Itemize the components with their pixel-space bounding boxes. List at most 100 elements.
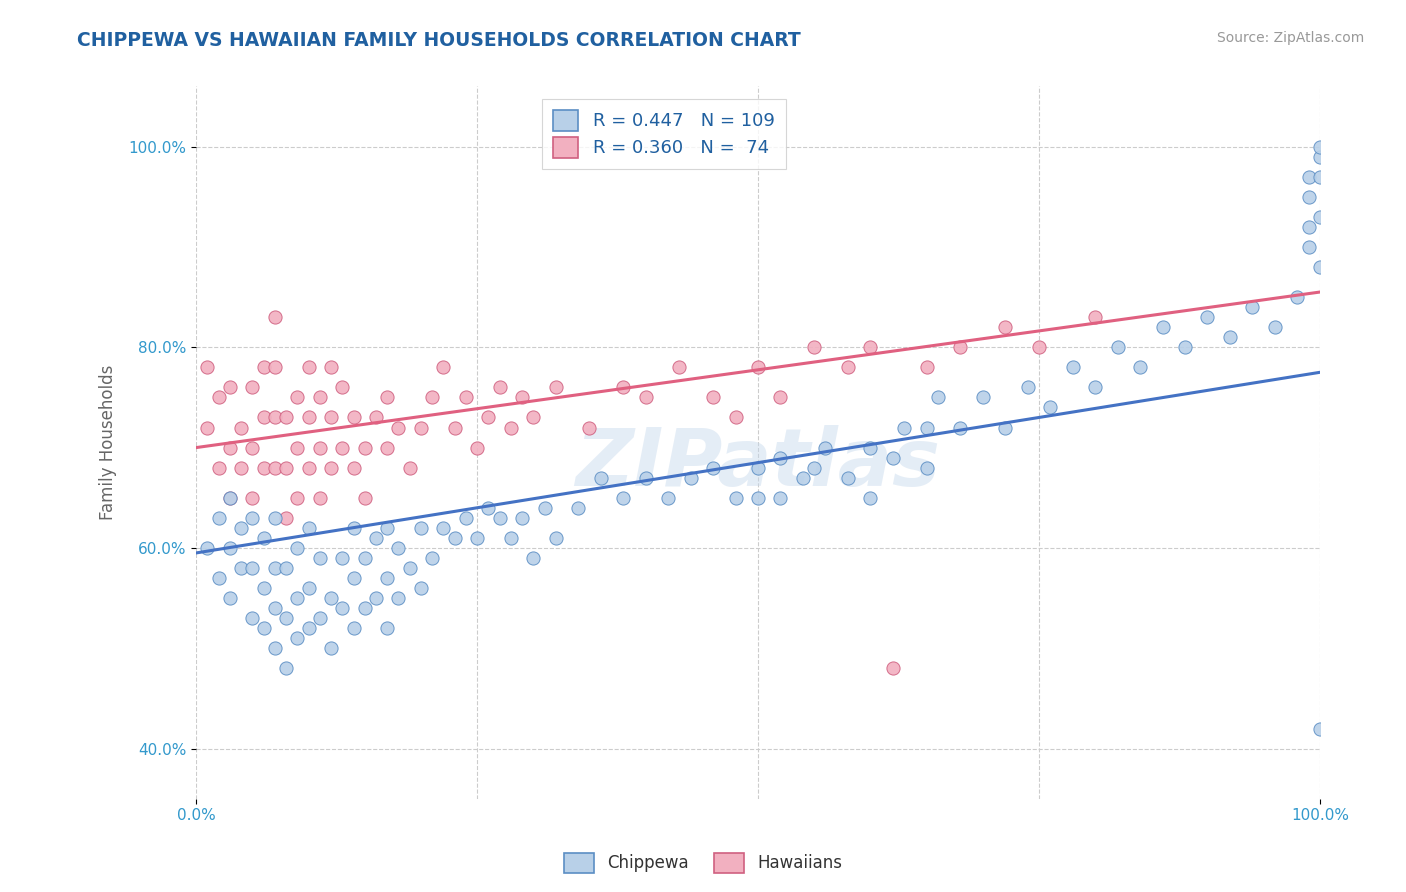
Text: CHIPPEWA VS HAWAIIAN FAMILY HOUSEHOLDS CORRELATION CHART: CHIPPEWA VS HAWAIIAN FAMILY HOUSEHOLDS C… — [77, 31, 801, 50]
Point — [1028, 340, 1050, 354]
Point — [297, 521, 319, 535]
Point — [1309, 150, 1331, 164]
Point — [1298, 219, 1320, 234]
Point — [285, 541, 308, 555]
Point — [454, 391, 477, 405]
Point — [1298, 169, 1320, 184]
Point — [499, 420, 522, 434]
Point — [432, 360, 454, 375]
Point — [477, 410, 499, 425]
Point — [252, 531, 274, 545]
Point — [1039, 401, 1062, 415]
Point — [240, 380, 263, 394]
Point — [274, 511, 297, 525]
Point — [634, 471, 657, 485]
Point — [308, 491, 330, 505]
Point — [915, 360, 938, 375]
Point — [319, 641, 342, 656]
Point — [231, 460, 253, 475]
Point — [319, 591, 342, 605]
Legend: R = 0.447   N = 109, R = 0.360   N =  74: R = 0.447 N = 109, R = 0.360 N = 74 — [543, 99, 786, 169]
Point — [219, 491, 242, 505]
Point — [1286, 290, 1309, 304]
Point — [409, 420, 432, 434]
Point — [477, 500, 499, 515]
Point — [1152, 320, 1174, 334]
Point — [398, 561, 420, 575]
Point — [443, 531, 465, 545]
Point — [297, 581, 319, 595]
Legend: Chippewa, Hawaiians: Chippewa, Hawaiians — [557, 847, 849, 880]
Point — [533, 500, 555, 515]
Point — [297, 360, 319, 375]
Point — [1298, 240, 1320, 254]
Point — [578, 420, 600, 434]
Point — [274, 460, 297, 475]
Point — [263, 460, 285, 475]
Point — [342, 410, 364, 425]
Point — [1017, 380, 1039, 394]
Point — [297, 621, 319, 635]
Point — [197, 420, 219, 434]
Point — [240, 441, 263, 455]
Point — [197, 541, 219, 555]
Point — [342, 621, 364, 635]
Point — [769, 491, 792, 505]
Point — [465, 441, 488, 455]
Point — [274, 410, 297, 425]
Point — [792, 471, 814, 485]
Point — [803, 340, 825, 354]
Point — [499, 531, 522, 545]
Point — [252, 410, 274, 425]
Point — [837, 471, 859, 485]
Point — [859, 491, 882, 505]
Point — [274, 561, 297, 575]
Point — [252, 581, 274, 595]
Point — [285, 631, 308, 645]
Point — [375, 571, 398, 585]
Point — [263, 410, 285, 425]
Point — [297, 410, 319, 425]
Point — [454, 511, 477, 525]
Point — [375, 391, 398, 405]
Point — [1129, 360, 1152, 375]
Point — [972, 391, 994, 405]
Point — [544, 380, 567, 394]
Point — [375, 521, 398, 535]
Point — [219, 441, 242, 455]
Point — [432, 521, 454, 535]
Point — [1264, 320, 1286, 334]
Point — [589, 471, 612, 485]
Point — [219, 541, 242, 555]
Point — [994, 420, 1017, 434]
Point — [208, 511, 231, 525]
Point — [353, 441, 375, 455]
Point — [330, 380, 353, 394]
Text: Source: ZipAtlas.com: Source: ZipAtlas.com — [1216, 31, 1364, 45]
Point — [330, 441, 353, 455]
Point — [219, 380, 242, 394]
Point — [231, 420, 253, 434]
Point — [859, 340, 882, 354]
Point — [893, 420, 915, 434]
Point — [252, 621, 274, 635]
Point — [769, 450, 792, 465]
Point — [330, 601, 353, 615]
Point — [263, 561, 285, 575]
Point — [522, 551, 544, 566]
Point — [544, 531, 567, 545]
Point — [231, 521, 253, 535]
Point — [297, 460, 319, 475]
Point — [240, 491, 263, 505]
Point — [1197, 310, 1219, 325]
Point — [274, 611, 297, 625]
Point — [330, 551, 353, 566]
Point — [657, 491, 679, 505]
Point — [1309, 722, 1331, 736]
Point — [882, 450, 904, 465]
Point — [263, 360, 285, 375]
Point — [375, 621, 398, 635]
Point — [1241, 300, 1264, 314]
Point — [1309, 169, 1331, 184]
Point — [274, 661, 297, 675]
